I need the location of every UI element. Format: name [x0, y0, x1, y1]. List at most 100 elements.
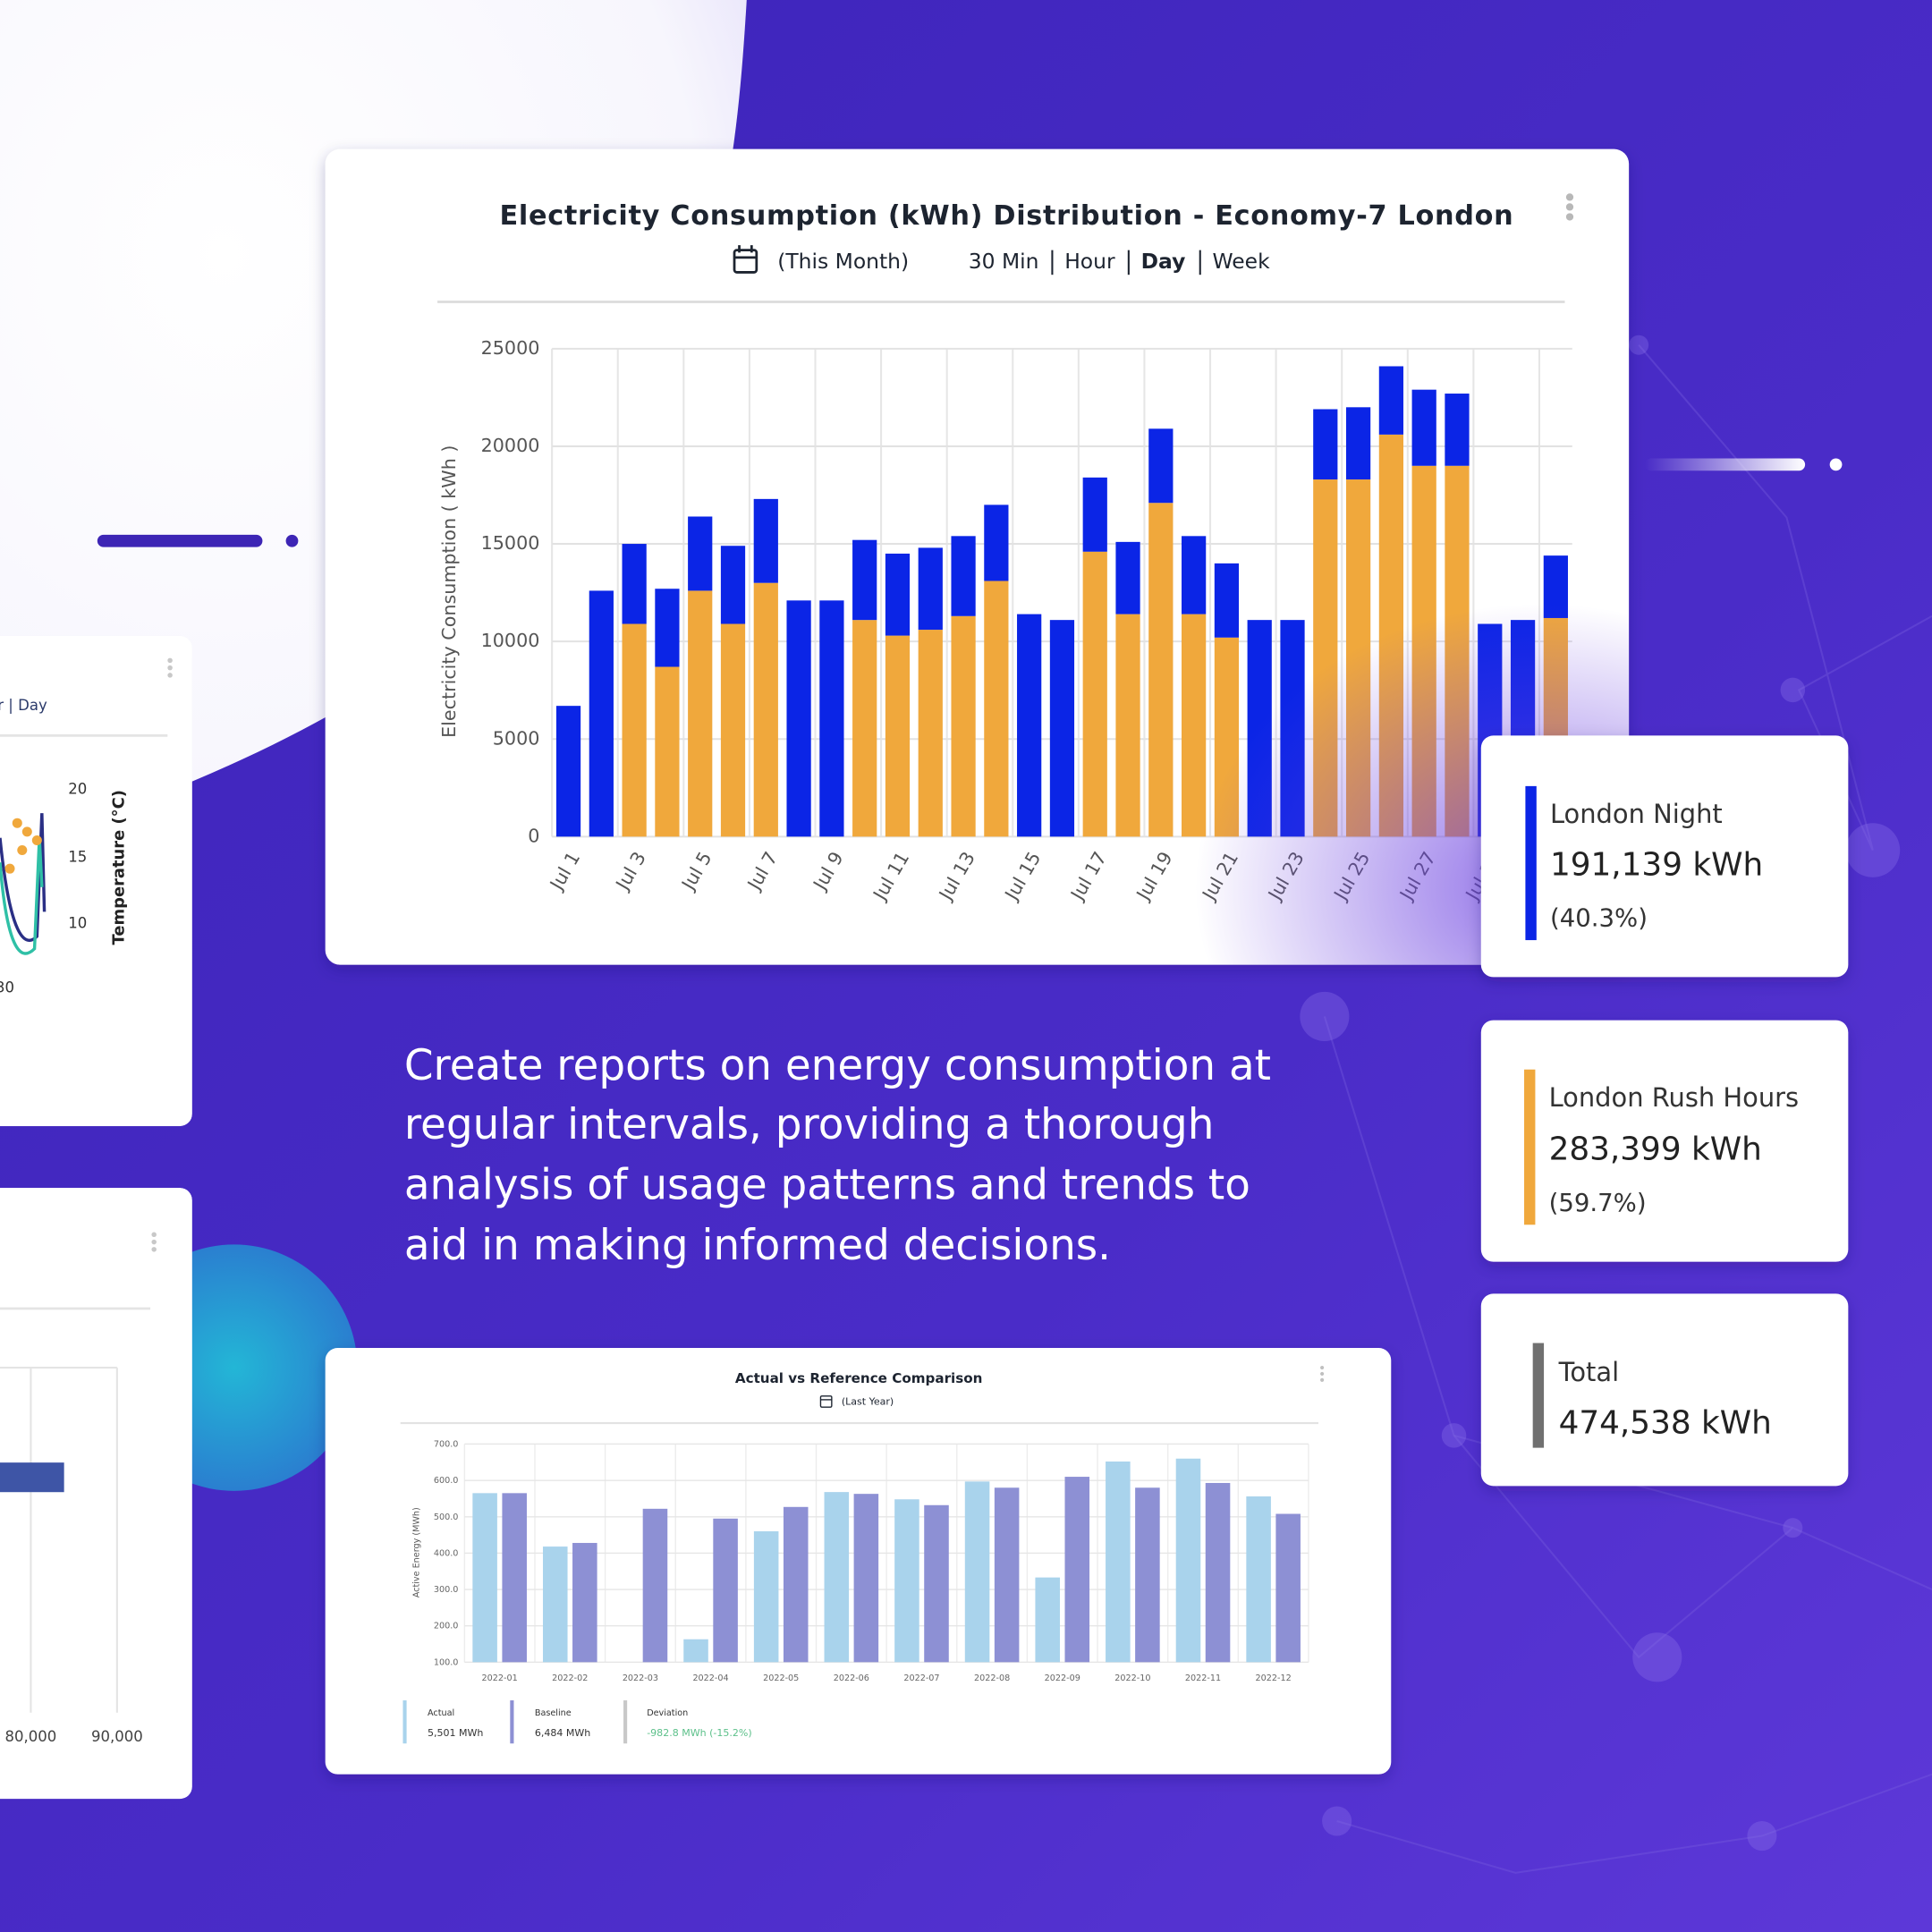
- y-tick-label: 600.0: [434, 1476, 459, 1486]
- bar-card: 80,000 90,000: [0, 1187, 192, 1800]
- bar: [824, 1492, 850, 1663]
- bar-segment: [1182, 536, 1207, 614]
- bar: [572, 1543, 597, 1663]
- bar-segment: [918, 547, 943, 631]
- bar-segment: [655, 589, 680, 667]
- interval-option[interactable]: Hour: [1064, 249, 1115, 274]
- chart-title: Electricity Consumption (kWh) Distributi…: [500, 200, 1514, 232]
- headline: regular intervals, providing a thorough: [404, 1101, 1215, 1149]
- x-tick-label: 2022-07: [903, 1674, 939, 1683]
- bar-segment: [720, 623, 746, 837]
- bar: [472, 1493, 497, 1663]
- bar-segment: [555, 706, 581, 837]
- interval-option[interactable]: 30 Min: [969, 249, 1039, 274]
- calendar-icon: [819, 1395, 833, 1408]
- bar-segment: [1182, 614, 1207, 837]
- bar-segment: [1378, 366, 1404, 435]
- axis-title: Temperature (°C): [110, 790, 129, 945]
- interval-option[interactable]: Day: [1141, 249, 1186, 274]
- temperature-line: [0, 813, 47, 942]
- bar-segment: [951, 536, 976, 616]
- bar-segment: [1411, 389, 1436, 466]
- stat-value: 283,399 kWh: [1549, 1131, 1762, 1168]
- x-tick-label: 2022-08: [974, 1674, 1010, 1683]
- y-tick-label: 300.0: [434, 1585, 459, 1595]
- network-nodes: [1300, 335, 1901, 1852]
- x-tick-label: 2022-04: [692, 1674, 728, 1683]
- y-tick-label: 10000: [481, 630, 540, 651]
- bar-segment: [1049, 620, 1075, 837]
- bar: [1035, 1577, 1060, 1663]
- bar-segment: [1017, 614, 1042, 837]
- x-tick-label: 2022-02: [552, 1674, 588, 1683]
- bar: [683, 1639, 708, 1663]
- bar-segment: [655, 666, 680, 837]
- menu-icon[interactable]: [1565, 193, 1574, 221]
- bar-segment: [1214, 563, 1240, 638]
- bar-segment: [951, 615, 976, 837]
- bar-segment: [753, 582, 778, 837]
- bar: [1064, 1477, 1090, 1663]
- bar: [1175, 1458, 1201, 1663]
- headline: analysis of usage patterns and trends to: [404, 1161, 1250, 1209]
- x-tick-label: 80,000: [5, 1728, 57, 1745]
- bar: [1135, 1487, 1160, 1663]
- bar-segment: [885, 635, 911, 837]
- x-tick-label: 2022-06: [834, 1674, 869, 1683]
- accent-line: [97, 534, 263, 547]
- bar-segment: [589, 590, 614, 837]
- bar: [1275, 1513, 1301, 1663]
- stat-marker: [1532, 1343, 1545, 1448]
- bar-segment: [984, 580, 1009, 837]
- y-tick-label: 20: [68, 781, 87, 798]
- headline: Create reports on energy consumption at: [404, 1042, 1271, 1090]
- bar-segment: [819, 600, 844, 837]
- y-tick-label: 700.0: [434, 1439, 459, 1449]
- y-tick-label: 100.0: [434, 1657, 459, 1667]
- stat-label: London Night: [1550, 799, 1723, 829]
- stat-share: (59.7%): [1549, 1189, 1647, 1217]
- stat-card: [1480, 1020, 1849, 1262]
- interval-option[interactable]: Week: [1213, 249, 1271, 274]
- bar: [853, 1494, 879, 1663]
- x-tick-label: 2022-01: [482, 1674, 518, 1683]
- x-tick-label: 2022-12: [1256, 1674, 1292, 1683]
- x-tick-label: 2022-03: [623, 1674, 658, 1683]
- bar-fragment: [0, 1462, 64, 1493]
- stat-share: (40.3%): [1550, 904, 1648, 933]
- menu-icon[interactable]: [151, 1232, 157, 1252]
- bar: [502, 1493, 527, 1663]
- y-tick-label: 20000: [481, 435, 540, 456]
- x-tick-label: 2022-05: [763, 1674, 799, 1683]
- stat-value: 191,139 kWh: [1550, 846, 1763, 883]
- headline: aid in making informed decisions.: [404, 1222, 1111, 1270]
- menu-icon[interactable]: [167, 657, 173, 678]
- y-tick-label: 5000: [493, 727, 540, 749]
- x-tick-label: 2022-09: [1045, 1674, 1080, 1683]
- bar-segment: [622, 544, 647, 624]
- bar: [542, 1546, 568, 1663]
- stat-marker: [1524, 1069, 1536, 1225]
- bar-segment: [622, 623, 647, 837]
- temperature-dots: [4, 818, 42, 874]
- menu-icon[interactable]: [1320, 1366, 1325, 1382]
- bar-segment: [786, 600, 811, 837]
- bar-segment: [1082, 551, 1107, 837]
- stat-card: [1480, 1293, 1849, 1487]
- accent-line: [1645, 458, 1806, 471]
- stat-card: [1480, 735, 1849, 978]
- bar: [783, 1506, 809, 1663]
- legend-label[interactable]: Actual: [428, 1708, 454, 1718]
- accent-dot: [1829, 458, 1843, 471]
- bar-segment: [1115, 541, 1140, 614]
- bar: [1205, 1482, 1231, 1663]
- chart-period: (This Month): [777, 249, 909, 274]
- legend-marker: [623, 1700, 628, 1744]
- x-tick-label: 2022-11: [1185, 1674, 1221, 1683]
- legend-label[interactable]: Baseline: [535, 1708, 572, 1718]
- legend-total: -982.8 MWh (-15.2%): [647, 1727, 751, 1739]
- accent-dot: [285, 534, 299, 547]
- stat-value: 474,538 kWh: [1559, 1404, 1772, 1441]
- bar-segment: [918, 630, 943, 837]
- bar: [964, 1481, 990, 1663]
